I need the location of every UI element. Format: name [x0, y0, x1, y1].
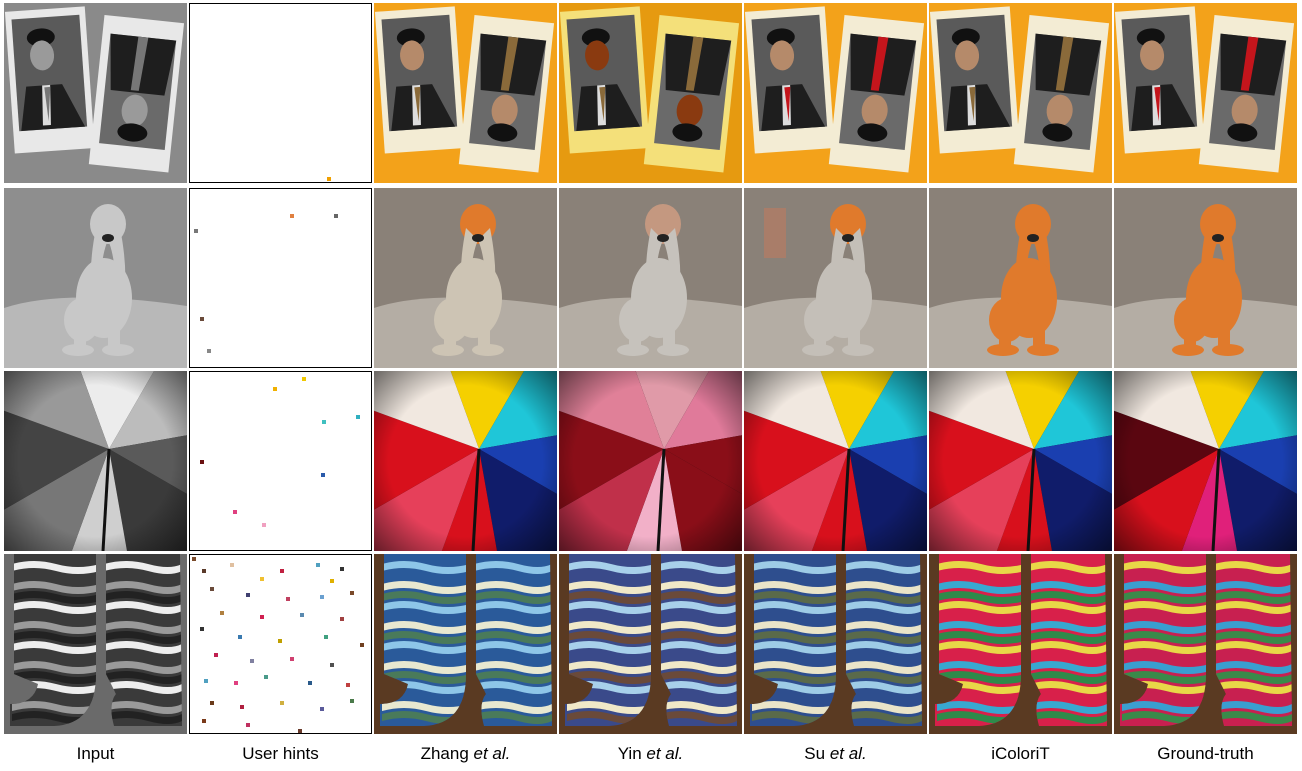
caption-label: Zhang: [420, 744, 469, 763]
image-umbrella-su: [744, 371, 927, 551]
image-socks-su: [744, 554, 927, 734]
image-socks-icolorit: [929, 554, 1112, 734]
image-dog-statue-hints: [189, 188, 372, 368]
image-umbrella-icolorit: [929, 371, 1112, 551]
caption-yin: Yin et al.: [558, 744, 743, 764]
caption-label: Su: [804, 744, 826, 763]
image-dog-statue-gt: [1114, 188, 1297, 368]
caption-icolorit: iColoriT: [928, 744, 1113, 764]
image-portrait-photos-su: [744, 3, 927, 183]
image-portrait-photos-hints: [189, 3, 372, 183]
image-socks-hints: [189, 554, 372, 734]
image-dog-statue-input: [4, 188, 187, 368]
caption-label: Yin: [617, 744, 642, 763]
image-socks-yin: [559, 554, 742, 734]
caption-label: iColoriT: [991, 744, 1050, 763]
caption-hints: User hints: [188, 744, 373, 764]
image-portrait-photos-input: [4, 3, 187, 183]
image-umbrella-input: [4, 371, 187, 551]
caption-input: Input: [3, 744, 188, 764]
image-socks-zhang: [374, 554, 557, 734]
image-umbrella-hints: [189, 371, 372, 551]
caption-label: Input: [76, 744, 115, 763]
image-dog-statue-zhang: [374, 188, 557, 368]
image-socks-input: [4, 554, 187, 734]
caption-suffix: et al.: [829, 744, 867, 763]
caption-label: User hints: [242, 744, 319, 763]
caption-label: Ground-truth: [1157, 744, 1254, 763]
caption-suffix: et al.: [646, 744, 684, 763]
image-portrait-photos-icolorit: [929, 3, 1112, 183]
image-portrait-photos-zhang: [374, 3, 557, 183]
image-socks-gt: [1114, 554, 1297, 734]
image-umbrella-gt: [1114, 371, 1297, 551]
caption-suffix: et al.: [473, 744, 511, 763]
image-portrait-photos-gt: [1114, 3, 1297, 183]
caption-gt: Ground-truth: [1113, 744, 1298, 764]
image-dog-statue-icolorit: [929, 188, 1112, 368]
caption-zhang: Zhang et al.: [373, 744, 558, 764]
caption-su: Su et al.: [743, 744, 928, 764]
image-portrait-photos-yin: [559, 3, 742, 183]
image-dog-statue-yin: [559, 188, 742, 368]
comparison-grid: [4, 3, 1300, 737]
image-umbrella-yin: [559, 371, 742, 551]
image-dog-statue-su: [744, 188, 927, 368]
image-umbrella-zhang: [374, 371, 557, 551]
